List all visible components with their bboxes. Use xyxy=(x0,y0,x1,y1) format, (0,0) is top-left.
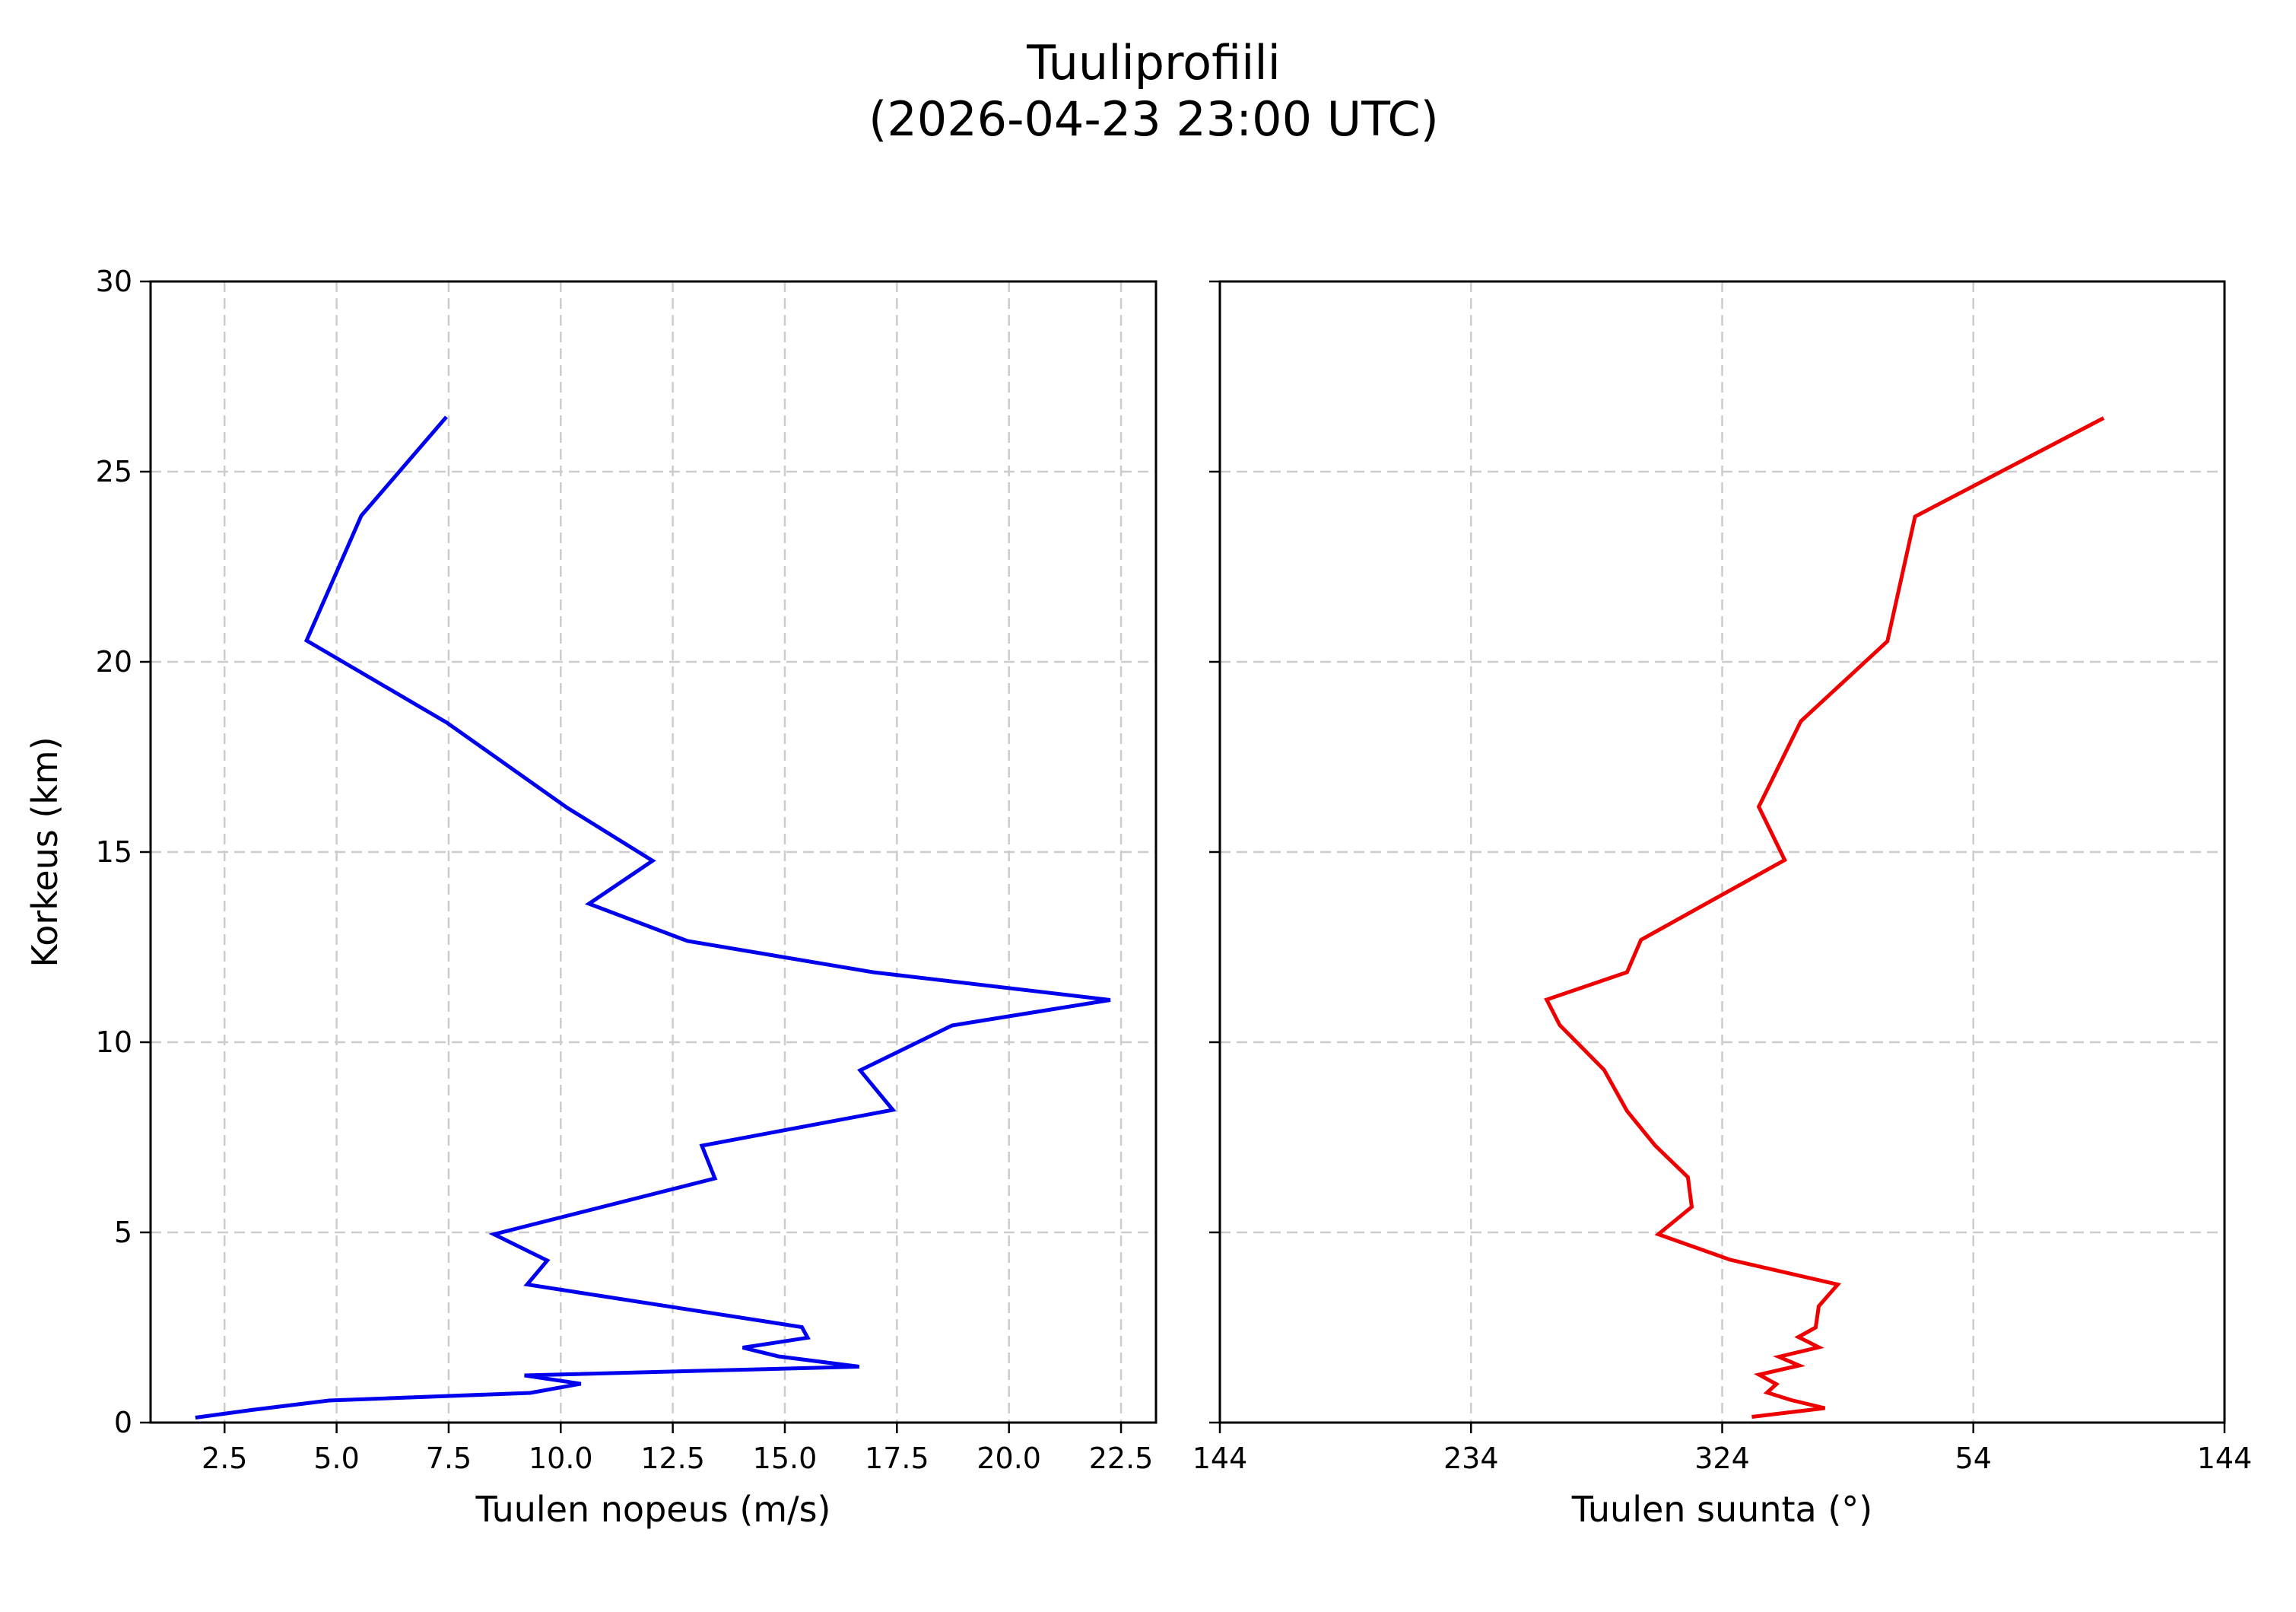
wind-speed-grid xyxy=(151,281,1156,1423)
height-ylabel: Korkeus (km) xyxy=(24,736,65,967)
wind-speed-xlabel: Tuulen nopeus (m/s) xyxy=(475,1489,831,1530)
figure-title-line2: (2026-04-23 23:00 UTC) xyxy=(869,91,1439,147)
wind-direction-line xyxy=(1544,416,2105,1419)
x-tick-label: 54 xyxy=(1955,1442,1992,1475)
x-tick-label: 7.5 xyxy=(426,1442,472,1475)
x-tick-label: 324 xyxy=(1694,1442,1750,1475)
x-tick-label: 144 xyxy=(1192,1442,1248,1475)
x-tick-label: 144 xyxy=(2197,1442,2253,1475)
wind-direction-xlabel: Tuulen suunta (°) xyxy=(1571,1489,1872,1530)
y-tick-label: 30 xyxy=(96,265,132,298)
y-tick-label: 0 xyxy=(114,1406,132,1439)
x-tick-label: 15.0 xyxy=(753,1442,818,1475)
x-tick-label: 17.5 xyxy=(865,1442,929,1475)
wind-direction-grid xyxy=(1220,281,2225,1423)
x-tick-label: 20.0 xyxy=(977,1442,1041,1475)
y-tick-label: 5 xyxy=(114,1216,132,1249)
wind-speed-line xyxy=(195,415,1111,1420)
y-tick-label: 20 xyxy=(96,645,132,679)
wind-speed-axes: 2.5 5.0 7.5 10.0 12.5 15.0 17.5 20.0 22.5 0 5 10 15 2… xyxy=(24,265,1158,1530)
wind-direction-ticks: 144 234 324 54 144 xyxy=(1192,280,2253,1475)
y-tick-label: 15 xyxy=(96,835,132,869)
x-tick-label: 2.5 xyxy=(202,1442,247,1475)
x-tick-label: 10.0 xyxy=(529,1442,593,1475)
x-tick-label: 234 xyxy=(1443,1442,1499,1475)
y-tick-label: 10 xyxy=(96,1025,132,1059)
figure-title-line1: Tuuliprofiili xyxy=(1026,35,1281,91)
x-tick-label: 12.5 xyxy=(640,1442,705,1475)
y-tick-label: 25 xyxy=(96,455,132,488)
wind-direction-axes: 144 234 324 54 144 Tuulen suunta (°) xyxy=(1192,280,2253,1530)
x-tick-label: 22.5 xyxy=(1089,1442,1154,1475)
x-tick-label: 5.0 xyxy=(313,1442,359,1475)
wind-speed-ticks: 2.5 5.0 7.5 10.0 12.5 15.0 17.5 20.0 22.5 0 5 10 15 2… xyxy=(96,265,1154,1475)
